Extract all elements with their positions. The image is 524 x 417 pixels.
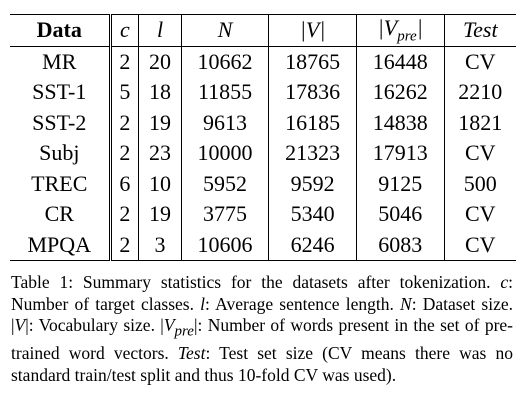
- table-cell: 3: [138, 229, 182, 261]
- caption-text: : Average sentence length.: [205, 293, 401, 314]
- table-body: MR 2 20 10662 18765 16448 CV SST-1 5 18 11855 17836…: [10, 46, 516, 261]
- table-row: MR 2 20 10662 18765 16448 CV: [10, 46, 516, 77]
- header-cell: |Vpre|: [356, 14, 445, 46]
- table-cell: 2: [110, 46, 140, 77]
- table-cell: 11855: [181, 77, 270, 108]
- table-cell: 16448: [356, 46, 445, 77]
- table-cell: Subj: [10, 138, 112, 169]
- table-cell: 9613: [181, 107, 270, 138]
- table-cell: CV: [465, 48, 496, 74]
- caption-text: |: Number of words present in the set of…: [11, 315, 513, 363]
- table-cell: 19: [138, 107, 182, 138]
- caption-symbol: V: [163, 315, 175, 335]
- table-cell: 3775: [181, 199, 270, 230]
- table-cell: TREC: [10, 168, 112, 199]
- header-subscript: pre: [397, 28, 417, 45]
- table-cell: 10000: [181, 138, 270, 169]
- table-cell: 5340: [268, 199, 357, 230]
- table-cell: 16185: [268, 107, 357, 138]
- table-cell: 6083: [356, 229, 445, 261]
- table-cell: 10662: [181, 46, 270, 77]
- table-cell: SST-2: [10, 107, 112, 138]
- table-cell: 10: [138, 168, 182, 199]
- table-row: Subj 2 23 10000 21323 17913 CV: [10, 138, 516, 169]
- table-cell: 17913: [356, 138, 445, 169]
- header-row: Data c l N |V| |Vpre| Test: [10, 14, 516, 46]
- table-cell: 5046: [356, 199, 445, 230]
- table-row: SST-1 5 18 11855 17836 16262 2210: [10, 77, 516, 108]
- caption-symbol: V: [14, 315, 26, 335]
- table-row: SST-2 2 19 9613 16185 14838 1821: [10, 107, 516, 138]
- table-cell: CV: [465, 201, 496, 227]
- table-header: Data c l N |V| |Vpre| Test: [10, 14, 516, 46]
- header-cell: Data: [10, 14, 112, 46]
- table-cell: 18765: [268, 46, 357, 77]
- table-cell: 2: [110, 138, 140, 169]
- table-cell: CV: [465, 140, 496, 166]
- table-cell: 5: [110, 77, 140, 108]
- table-cell: 14838: [356, 107, 445, 138]
- table-cell: CV: [465, 231, 496, 257]
- table-cell: 2: [110, 199, 140, 230]
- header-cell: c: [110, 14, 140, 46]
- caption-text: : Number of target classes.: [11, 272, 513, 314]
- caption-symbol: Test: [177, 343, 206, 363]
- table-cell: 9125: [356, 168, 445, 199]
- table-cell: 2: [110, 229, 140, 261]
- data-table: Data c l N |V| |Vpre| Test MR 2 20 10662 187…: [10, 14, 516, 261]
- header-cell: |V|: [268, 14, 357, 46]
- table-cell: 16262: [356, 77, 445, 108]
- table-cell: 9592: [268, 168, 357, 199]
- table-cell: 10606: [181, 229, 270, 261]
- table-cell: MR: [10, 46, 112, 77]
- caption-text: : Test set size (CV means there was no s…: [11, 343, 513, 385]
- caption-symbol: c: [500, 272, 509, 292]
- caption-symbol: l: [200, 293, 206, 314]
- table-cell: 5952: [181, 168, 270, 199]
- table-cell: 23: [138, 138, 182, 169]
- table-cell: 6246: [268, 229, 357, 261]
- header-cell: N: [181, 14, 270, 46]
- table-cell: 6: [110, 168, 140, 199]
- table-cell: 18: [138, 77, 182, 108]
- table-cell: 2210: [458, 79, 503, 105]
- caption-text: |: Vocabulary size. |: [25, 315, 164, 335]
- table-cell: 2: [110, 107, 140, 138]
- table-row: CR 2 19 3775 5340 5046 CV: [10, 199, 516, 230]
- caption-symbol: N: [400, 293, 412, 314]
- table-cell: 1821: [458, 109, 503, 135]
- table-cell: 20: [138, 46, 182, 77]
- table-cell: 500: [463, 170, 497, 196]
- table-row: MPQA 2 3 10606 6246 6083 CV: [10, 229, 516, 261]
- table-cell: CR: [10, 199, 112, 230]
- table-cell: SST-1: [10, 77, 112, 108]
- header-cell: l: [138, 14, 182, 46]
- header-cell: Test: [462, 17, 498, 43]
- table-cell: 17836: [268, 77, 357, 108]
- header-text: |: [416, 15, 423, 41]
- caption-text: Table 1: Summary statistics for the data…: [11, 272, 501, 292]
- caption-subscript: pre: [174, 323, 194, 340]
- table-cell: 21323: [268, 138, 357, 169]
- caption-text: : Dataset size. |: [11, 293, 513, 336]
- table-cell: MPQA: [10, 229, 112, 261]
- table-row: TREC 6 10 5952 9592 9125 500: [10, 168, 516, 199]
- header-text: |V: [377, 15, 398, 41]
- caption: Table 1: Summary statistics for the data…: [11, 272, 513, 386]
- table-cell: 19: [138, 199, 182, 230]
